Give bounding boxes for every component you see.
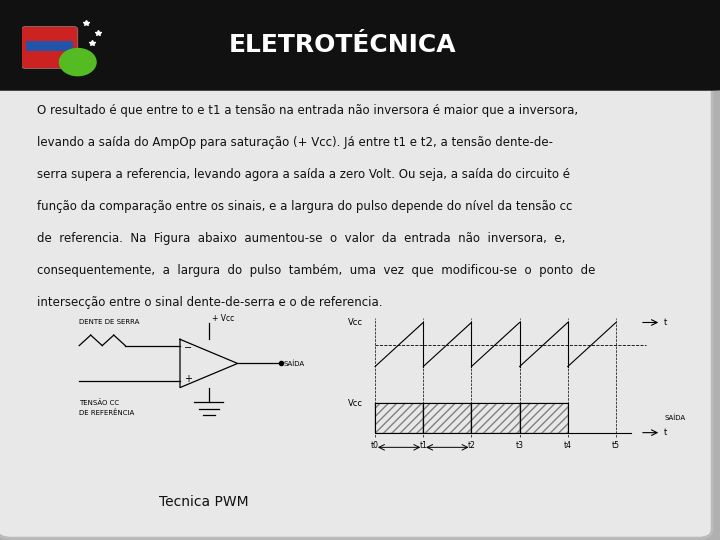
- Text: +: +: [184, 374, 192, 384]
- Text: t2: t2: [467, 441, 475, 450]
- Circle shape: [59, 48, 96, 76]
- Bar: [26, 42, 73, 51]
- Text: Vcc: Vcc: [348, 318, 363, 327]
- Text: t0: t0: [371, 441, 379, 450]
- Text: t3: t3: [516, 441, 523, 450]
- Text: serra supera a referencia, levando agora a saída a zero Volt. Ou seja, a saída d: serra supera a referencia, levando agora…: [37, 168, 570, 181]
- Text: t: t: [664, 428, 667, 437]
- Text: t1: t1: [419, 441, 427, 450]
- Text: t: t: [664, 318, 667, 327]
- FancyBboxPatch shape: [0, 75, 712, 538]
- Text: consequentemente,  a  largura  do  pulso  também,  uma  vez  que  modificou-se  : consequentemente, a largura do pulso tam…: [37, 264, 595, 277]
- Text: DE REFERÊNCIA: DE REFERÊNCIA: [79, 409, 135, 416]
- Text: TENSÃO CC: TENSÃO CC: [79, 399, 120, 406]
- Text: O resultado é que entre to e t1 a tensão na entrada não inversora é maior que a : O resultado é que entre to e t1 a tensão…: [37, 104, 578, 117]
- FancyBboxPatch shape: [0, 0, 720, 91]
- Text: levando a saída do AmpOp para saturação (+ Vcc). Já entre t1 e t2, a tensão dent: levando a saída do AmpOp para saturação …: [37, 136, 553, 149]
- Text: de  referencia.  Na  Figura  abaixo  aumentou-se  o  valor  da  entrada  não  in: de referencia. Na Figura abaixo aumentou…: [37, 232, 565, 245]
- Text: SAÍDA: SAÍDA: [664, 415, 685, 421]
- Text: Tecnica PWM: Tecnica PWM: [158, 496, 248, 509]
- Text: + Vcc: + Vcc: [212, 314, 234, 323]
- Text: intersecção entre o sinal dente-de-serra e o de referencia.: intersecção entre o sinal dente-de-serra…: [37, 296, 382, 309]
- Text: função da comparação entre os sinais, e a largura do pulso depende do nível da t: função da comparação entre os sinais, e …: [37, 200, 572, 213]
- Text: t5: t5: [612, 441, 620, 450]
- Text: ELETROTÉCNICA: ELETROTÉCNICA: [228, 32, 456, 57]
- Text: DENTE DE SERRA: DENTE DE SERRA: [79, 320, 140, 326]
- Text: SAÍDA: SAÍDA: [284, 360, 305, 367]
- Text: −: −: [184, 343, 192, 353]
- FancyBboxPatch shape: [22, 26, 78, 69]
- Text: Vcc: Vcc: [348, 399, 363, 408]
- Text: t4: t4: [564, 441, 572, 450]
